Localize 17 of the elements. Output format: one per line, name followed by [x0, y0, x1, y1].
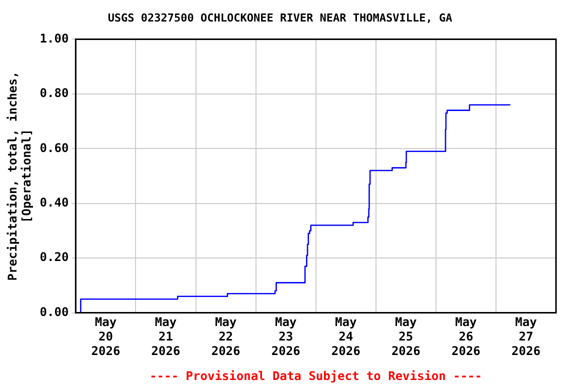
x-tick-label: May 23 2026	[271, 315, 300, 358]
text: ---- Provisional Data Subject to Revision ----	[150, 369, 482, 383]
x-tick-label: May 22 2026	[211, 315, 240, 358]
x-tick-label: May 20 2026	[91, 315, 120, 358]
x-tick-label: May 25 2026	[391, 315, 420, 358]
y-tick-label: 0.00	[40, 304, 69, 319]
x-tick-label: May 24 2026	[331, 315, 360, 358]
chart-title: USGS 02327500 OCHLOCKONEE RIVER NEAR THOMASVILLE, GA	[108, 11, 453, 24]
y-tick-label: 1.00	[40, 31, 69, 46]
y-axis-title: Precipitation, total, inches, [Operational]	[5, 71, 34, 281]
y-tick-label: 0.60	[40, 140, 69, 155]
y-tick-label: 0.40	[40, 195, 69, 210]
y-tick-label: 0.80	[40, 86, 69, 100]
x-tick-label: May 21 2026	[151, 315, 180, 358]
y-tick-label: 0.20	[40, 250, 69, 264]
x-tick-label: May 26 2026	[451, 315, 480, 358]
x-tick-label: May 27 2026	[512, 315, 540, 358]
